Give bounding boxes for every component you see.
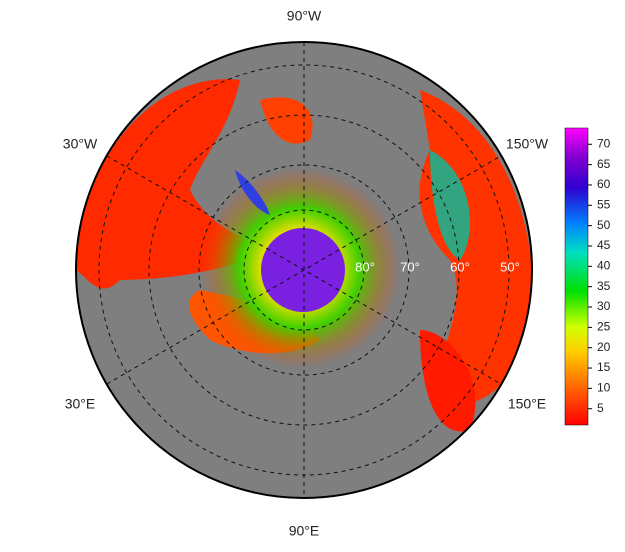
colorbar-tick-label: 40 <box>597 259 611 273</box>
longitude-label: 150°E <box>508 396 546 412</box>
longitude-label: 90°W <box>287 8 322 24</box>
longitude-label: 90°E <box>289 523 320 539</box>
longitude-label: 30°W <box>63 136 98 152</box>
colorbar-tick-label: 35 <box>597 279 611 293</box>
colorbar-tick-label: 20 <box>597 340 611 354</box>
latitude-label: 70° <box>400 259 420 274</box>
latitude-label: 80° <box>355 259 375 274</box>
longitude-label: 30°E <box>65 396 96 412</box>
colorbar-tick-label: 55 <box>597 197 611 211</box>
latitude-label: 60° <box>450 259 470 274</box>
map-border <box>75 41 533 499</box>
colorbar-tick-label: 15 <box>597 360 611 374</box>
latitude-label: 50° <box>500 259 520 274</box>
longitude-label: 150°W <box>506 136 549 152</box>
colorbar-tick-label: 30 <box>597 299 611 313</box>
colorbar-ticks: 5 10 15 20 25 30 35 40 45 50 55 60 65 70 <box>588 136 611 415</box>
colorbar-tick-label: 70 <box>597 136 611 150</box>
colorbar-tick-label: 60 <box>597 177 611 191</box>
colorbar <box>564 127 589 426</box>
colorbar-tick-label: 10 <box>597 381 611 395</box>
colorbar-tick-label: 25 <box>597 320 611 334</box>
colorbar-tick-label: 45 <box>597 238 611 252</box>
colorbar-tick-label: 50 <box>597 218 611 232</box>
colorbar-tick-label: 5 <box>597 401 604 415</box>
colorbar-tick-label: 65 <box>597 157 611 171</box>
graticule <box>98 42 510 498</box>
